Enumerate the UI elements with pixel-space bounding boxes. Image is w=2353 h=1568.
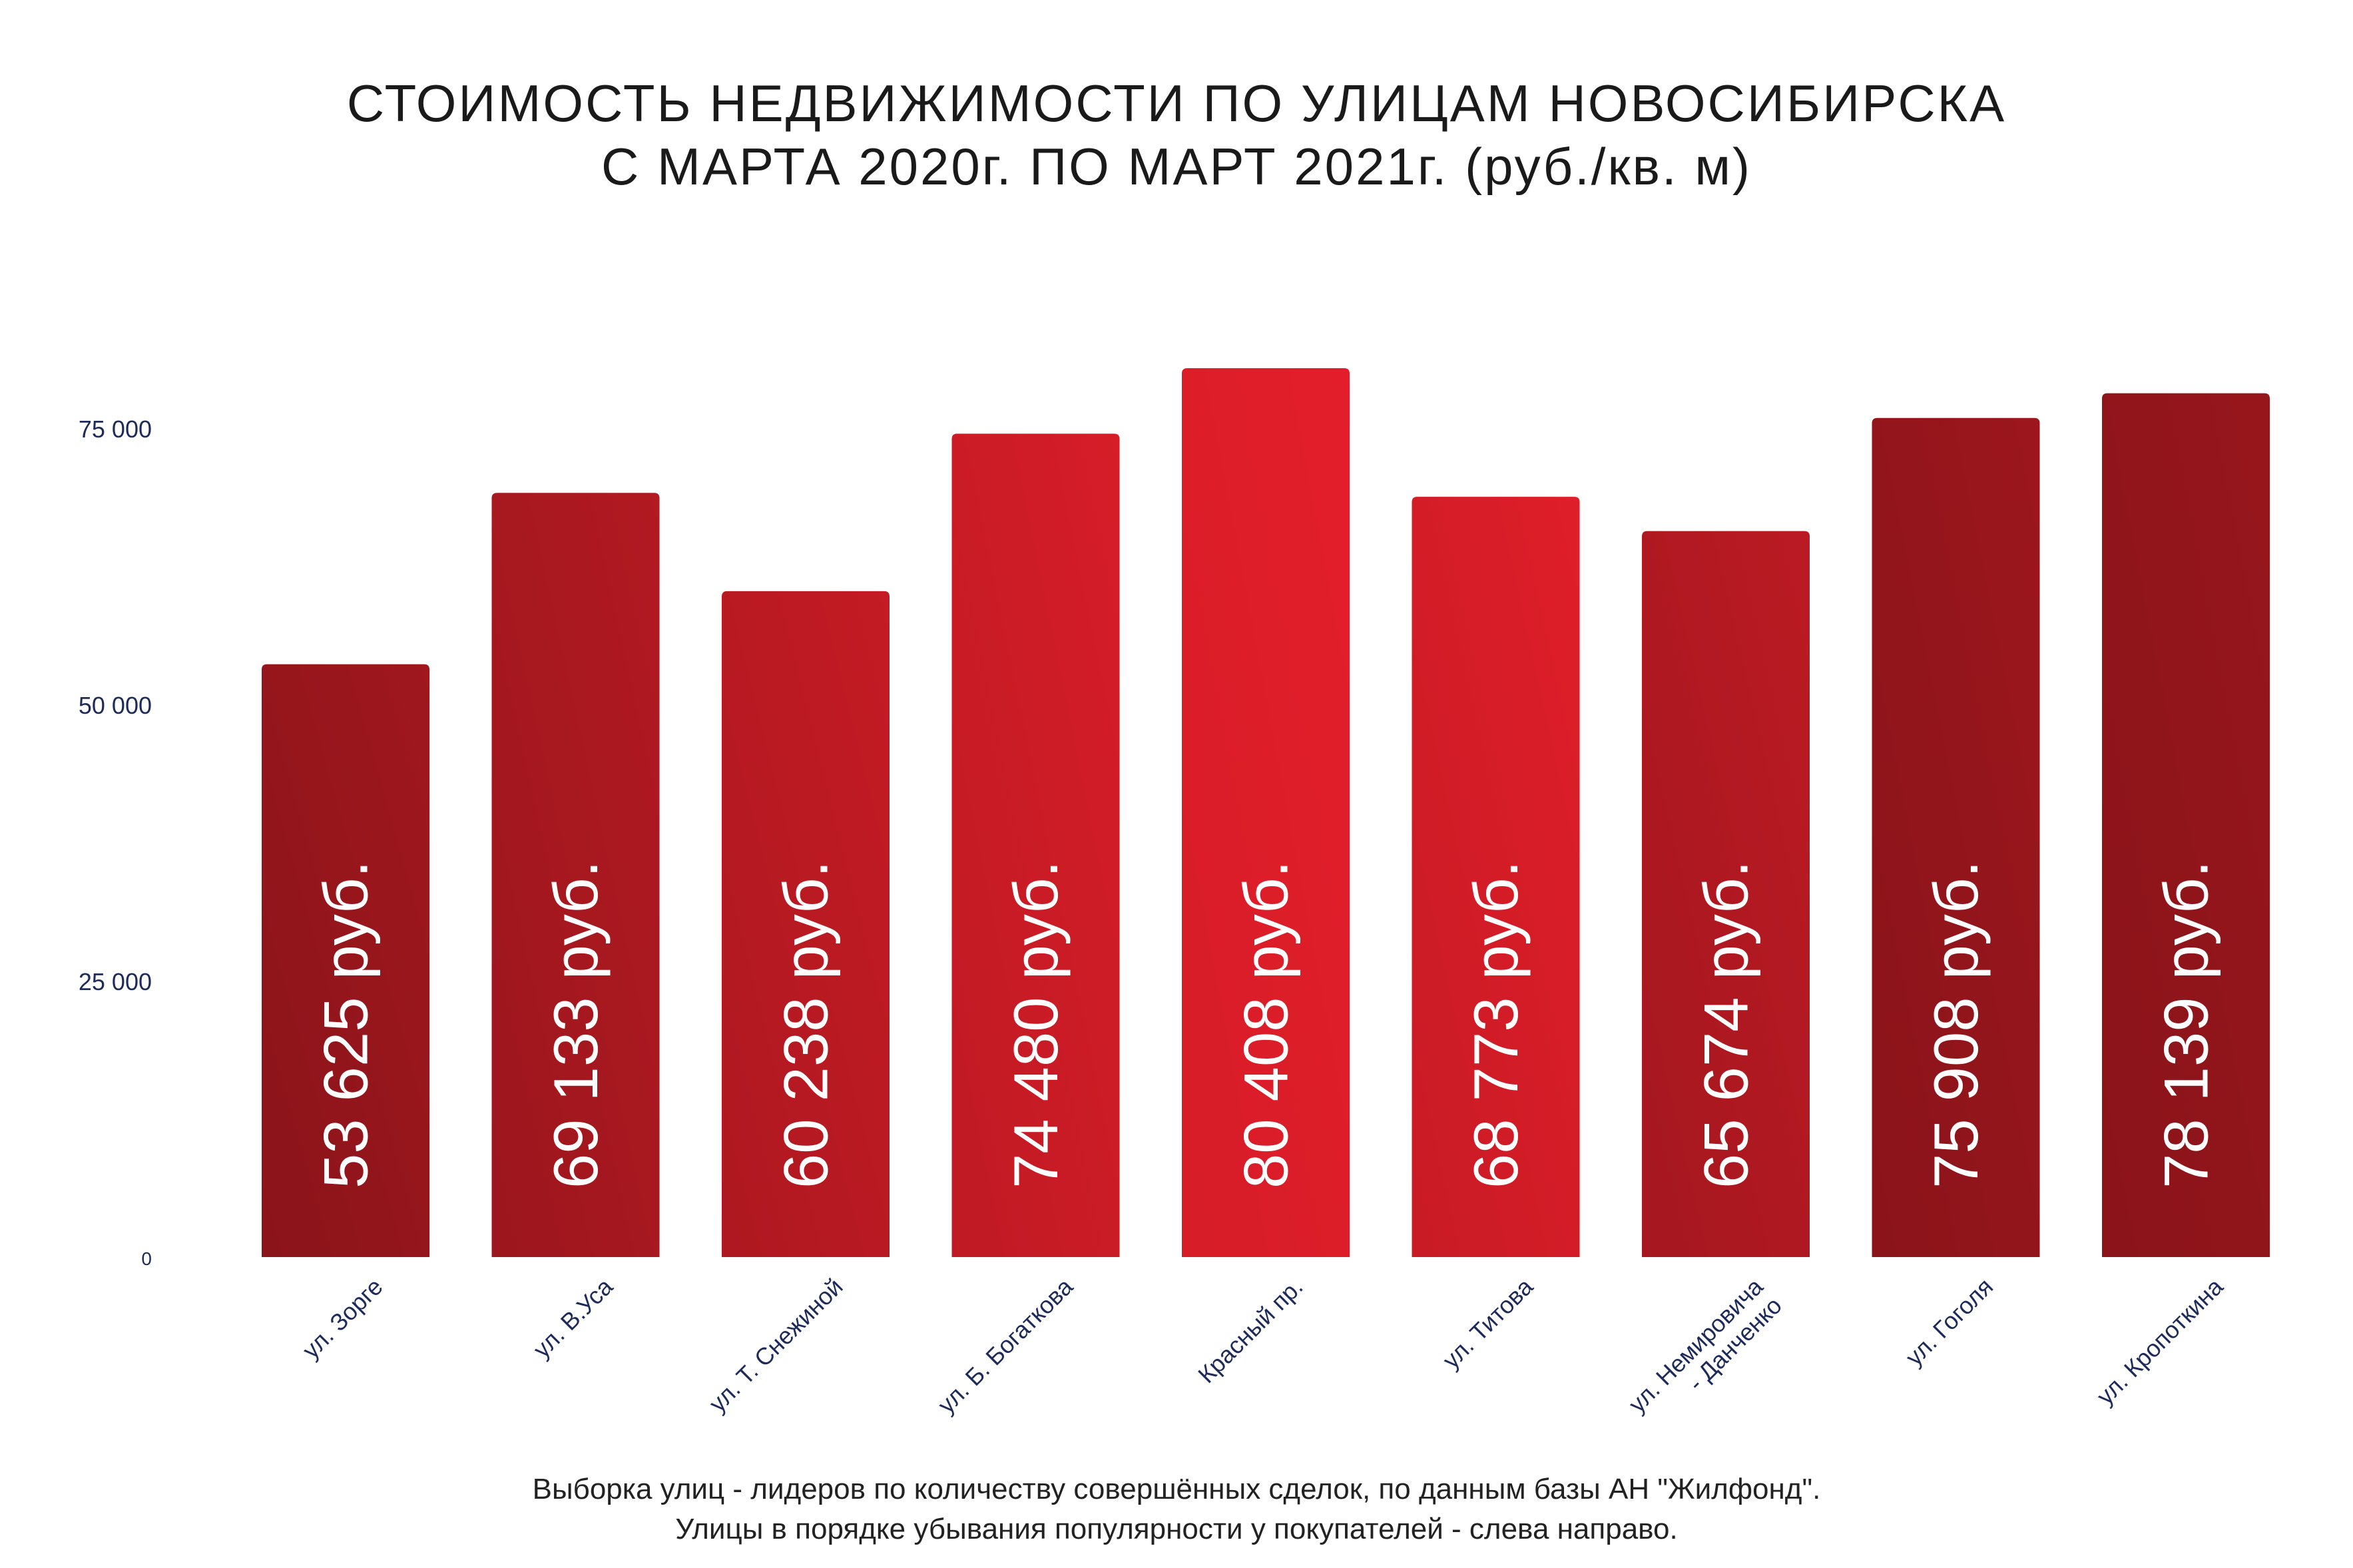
x-axis: ул. Зорге ул. В.Уса ул. Т. Снежиной ул. Б. …	[297, 1272, 2229, 1437]
y-tick-label: 75 000	[79, 415, 152, 443]
x-tick-label: ул. Т. Снежиной	[704, 1273, 848, 1418]
bar-value-label: 60 238 руб.	[771, 860, 841, 1188]
x-tick-label: Красный пр.	[1192, 1273, 1308, 1389]
bar-value-label: 68 773 руб.	[1461, 860, 1531, 1188]
x-tick-label: ул. Зорге	[297, 1273, 388, 1364]
bars	[262, 368, 2270, 1258]
bar-value-label: 65 674 руб.	[1691, 860, 1761, 1188]
x-tick-label: ул. Немировича- Данченко	[1623, 1272, 1788, 1437]
bar	[491, 493, 660, 1258]
x-tick-label: ул. Б. Богаткова	[932, 1272, 1079, 1419]
chart-title-line-1: СТОИМОСТЬ НЕДВИЖИМОСТИ ПО УЛИЦАМ НОВОСИБ…	[346, 74, 2007, 132]
y-tick-label: 50 000	[79, 692, 152, 719]
bar	[1642, 531, 1810, 1258]
bar-value-label: 75 908 руб.	[1921, 860, 1991, 1188]
x-tick-label: ул. Титова	[1437, 1272, 1538, 1374]
bar-value-label: 53 625 руб.	[311, 860, 381, 1188]
y-tick-label: 0	[141, 1248, 152, 1269]
footnote-line-1: Выборка улиц - лидеров по количеству сов…	[532, 1473, 1821, 1505]
bar	[1182, 368, 1350, 1257]
y-axis: 0 25 000 50 000 75 000	[79, 415, 152, 1269]
bar-value-label: 80 408 руб.	[1231, 860, 1301, 1188]
bar	[951, 433, 1120, 1257]
bar	[1872, 417, 2040, 1258]
footnote-line-2: Улицы в порядке убывания популярности у …	[675, 1513, 1678, 1545]
chart-title-line-2: С МАРТА 2020г. ПО МАРТ 2021г. (руб./кв. …	[601, 137, 1752, 196]
bar-value-label: 78 139 руб.	[2151, 860, 2221, 1188]
bar-value-label: 74 480 руб.	[1001, 860, 1071, 1188]
x-tick-label: ул. В.Уса	[528, 1272, 619, 1363]
bar	[722, 591, 890, 1257]
bar	[262, 664, 429, 1257]
y-tick-label: 25 000	[79, 968, 152, 995]
x-tick-label: ул. Гоголя	[1900, 1273, 1998, 1371]
bar	[1412, 497, 1580, 1258]
x-tick-label: ул. Кропоткина	[2091, 1272, 2229, 1410]
bar	[2102, 393, 2270, 1257]
bar-value-label: 69 133 руб.	[541, 860, 611, 1188]
bar-value-labels: 53 625 руб. 69 133 руб. 60 238 руб. 74 480 …	[311, 860, 2221, 1188]
